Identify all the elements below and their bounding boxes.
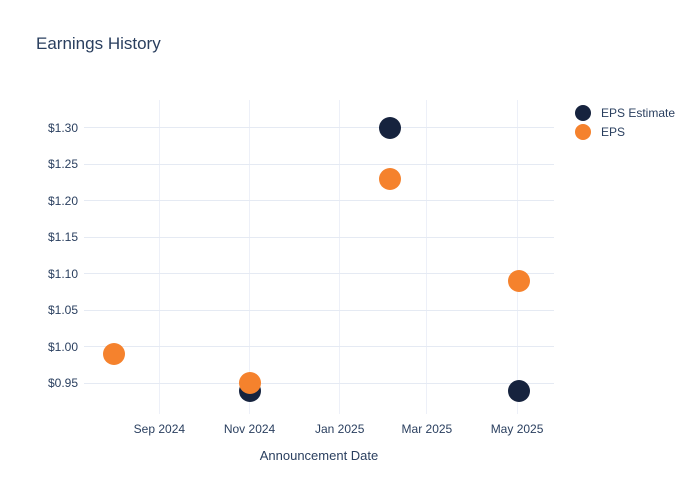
data-point-eps-estimate[interactable] bbox=[378, 116, 401, 139]
y-tick-label: $1.25 bbox=[47, 157, 78, 172]
x-gridline bbox=[158, 100, 160, 414]
x-gridline bbox=[249, 100, 251, 414]
y-gridline bbox=[84, 346, 554, 348]
data-point-eps[interactable] bbox=[507, 270, 530, 293]
y-tick-label: $1.15 bbox=[47, 230, 78, 245]
x-gridline bbox=[426, 100, 428, 414]
x-tick-label: Nov 2024 bbox=[223, 422, 276, 436]
chart-title: Earnings History bbox=[36, 34, 161, 53]
y-tick-label: $1.30 bbox=[47, 120, 78, 135]
x-tick-label: May 2025 bbox=[490, 422, 544, 436]
x-tick-label: Sep 2024 bbox=[133, 422, 186, 436]
y-tick-label: $1.05 bbox=[47, 303, 78, 318]
x-tick-label: Mar 2025 bbox=[401, 422, 453, 436]
legend-item-eps-estimate[interactable]: EPS Estimate bbox=[575, 105, 675, 121]
legend-label: EPS bbox=[601, 125, 626, 139]
y-gridline bbox=[84, 309, 554, 311]
x-gridline bbox=[339, 100, 341, 414]
y-gridline bbox=[84, 127, 554, 129]
x-tick-label: Jan 2025 bbox=[314, 422, 365, 436]
y-gridline bbox=[84, 273, 554, 275]
legend-item-eps[interactable]: EPS bbox=[575, 124, 675, 140]
data-point-eps[interactable] bbox=[378, 167, 401, 190]
y-gridline bbox=[84, 382, 554, 384]
y-tick-label: $1.20 bbox=[47, 193, 78, 208]
y-tick-label: $0.95 bbox=[47, 376, 78, 391]
legend-marker-icon bbox=[575, 124, 591, 140]
y-tick-label: $1.00 bbox=[47, 339, 78, 354]
x-gridline bbox=[516, 100, 518, 414]
y-gridline bbox=[84, 163, 554, 165]
x-axis-title: Announcement Date bbox=[259, 448, 379, 463]
data-point-eps[interactable] bbox=[238, 372, 261, 395]
y-gridline bbox=[84, 200, 554, 202]
legend-label: EPS Estimate bbox=[601, 106, 676, 120]
legend-marker-icon bbox=[575, 105, 591, 121]
y-tick-label: $1.10 bbox=[47, 266, 78, 281]
data-point-eps[interactable] bbox=[102, 343, 125, 366]
legend: EPS Estimate EPS bbox=[575, 105, 675, 140]
y-gridline bbox=[84, 236, 554, 238]
data-point-eps-estimate[interactable] bbox=[507, 379, 530, 402]
